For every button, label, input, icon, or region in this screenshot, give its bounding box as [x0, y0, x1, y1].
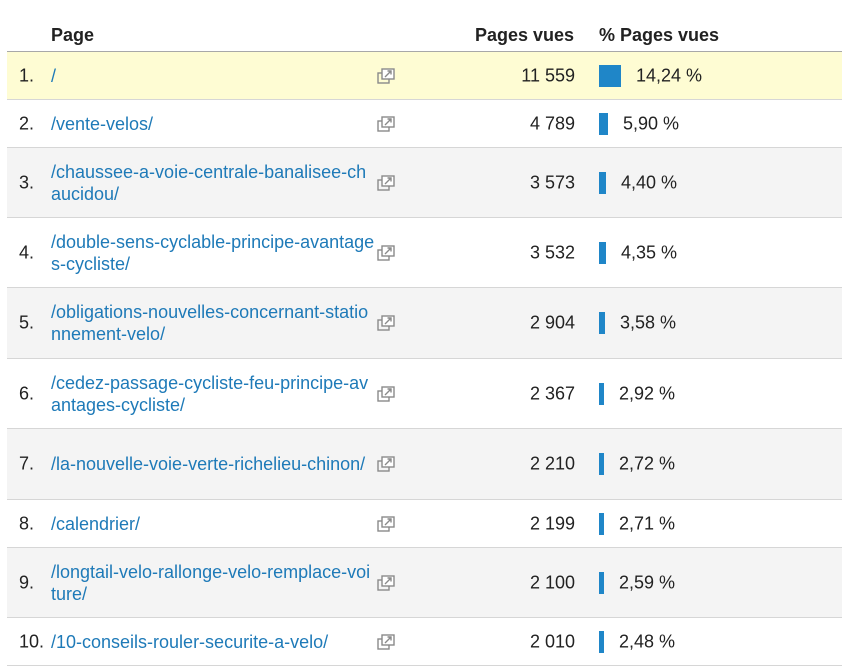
pageviews-value: 2 367	[529, 383, 575, 403]
pageviews-percent: 3,58 %	[620, 312, 677, 333]
page-link[interactable]: /longtail-velo-rallonge-velo-remplace-vo…	[51, 561, 371, 604]
column-header-pageviews[interactable]: Pages vues	[474, 25, 574, 45]
table-row: 10. /10-conseils-rouler-securite-a-velo/…	[7, 618, 842, 666]
pageviews-percent: 4,35 %	[621, 242, 678, 262]
share-bar	[599, 512, 604, 535]
table-row: 2. /vente-velos/ 4 789 5,90 %	[7, 100, 842, 148]
share-bar	[599, 312, 605, 334]
table-row: 3. /chaussee-a-voie-centrale-banalisee-c…	[7, 148, 842, 218]
pageviews-percent: 2,71 %	[619, 513, 676, 533]
table-row: 8. /calendrier/ 2 199 2,71 %	[7, 500, 842, 548]
pageviews-percent: 14,24 %	[636, 65, 703, 85]
table-row: 6. /cedez-passage-cycliste-feu-principe-…	[7, 359, 842, 429]
external-link-icon[interactable]	[377, 574, 395, 591]
external-link-icon[interactable]	[377, 244, 395, 261]
row-rank: 8.	[19, 513, 35, 533]
pageviews-percent: 4,40 %	[621, 172, 678, 192]
share-bar-track	[599, 630, 627, 653]
external-link-icon[interactable]	[377, 67, 395, 84]
table-row: 5. /obligations-nouvelles-concernant-sta…	[7, 288, 842, 359]
share-bar	[599, 64, 621, 87]
page-link[interactable]: /double-sens-cyclable-principe-avantages…	[51, 231, 375, 274]
table-row: 1. / 11 559 14,24 %	[7, 52, 842, 100]
share-bar	[599, 382, 604, 405]
row-rank: 6.	[19, 383, 35, 403]
pageviews-value: 4 789	[529, 113, 575, 133]
page-link[interactable]: /chaussee-a-voie-centrale-banalisee-chau…	[51, 161, 367, 204]
pageviews-percent: 5,90 %	[623, 113, 680, 133]
pageviews-value: 2 904	[529, 312, 575, 333]
table-row: 4. /double-sens-cyclable-principe-avanta…	[7, 218, 842, 288]
share-bar-track	[599, 512, 627, 535]
share-bar-track	[599, 241, 627, 264]
share-bar	[599, 171, 606, 194]
row-rank: 1.	[19, 65, 35, 85]
share-bar	[599, 241, 606, 264]
column-header-page[interactable]: Page	[51, 25, 95, 45]
pages-table: Page Pages vues % Pages vues 1. / 11 559…	[7, 0, 842, 666]
row-rank: 7.	[19, 453, 35, 474]
pageviews-percent: 2,59 %	[619, 572, 676, 592]
page-link[interactable]: /obligations-nouvelles-concernant-statio…	[51, 302, 369, 344]
share-bar	[599, 571, 604, 594]
external-link-icon[interactable]	[377, 115, 395, 132]
row-rank: 3.	[19, 172, 35, 192]
page-link[interactable]: /vente-velos/	[51, 113, 154, 134]
share-bar-track	[599, 112, 627, 135]
external-link-icon[interactable]	[377, 515, 395, 532]
pageviews-value: 2 100	[529, 572, 575, 592]
row-rank: 4.	[19, 242, 35, 262]
external-link-icon[interactable]	[377, 456, 395, 472]
share-bar	[599, 112, 608, 135]
share-bar-track	[599, 571, 627, 594]
pageviews-percent: 2,48 %	[619, 631, 676, 651]
page-link[interactable]: /	[51, 65, 57, 86]
pageviews-value: 11 559	[521, 65, 575, 85]
table-body: 1. / 11 559 14,24 % 2. /vente-velos/ 4 7…	[7, 52, 842, 666]
row-rank: 5.	[19, 312, 35, 333]
row-rank: 9.	[19, 572, 35, 592]
column-header-pageviews-percent[interactable]: % Pages vues	[599, 25, 720, 45]
external-link-icon[interactable]	[377, 315, 395, 331]
table-row: 9. /longtail-velo-rallonge-velo-remplace…	[7, 548, 842, 618]
share-bar-track	[599, 64, 627, 87]
page-link[interactable]: /cedez-passage-cycliste-feu-principe-ava…	[51, 372, 369, 415]
pageviews-value: 3 573	[529, 172, 575, 192]
pageviews-value: 2 210	[529, 453, 575, 474]
external-link-icon[interactable]	[377, 633, 395, 650]
page-link[interactable]: /la-nouvelle-voie-verte-richelieu-chinon…	[51, 454, 366, 474]
share-bar-track	[599, 312, 627, 334]
pageviews-percent: 2,72 %	[619, 453, 676, 474]
pageviews-value: 2 010	[529, 631, 575, 651]
page-link[interactable]: /calendrier/	[51, 513, 141, 534]
share-bar	[599, 453, 604, 475]
row-rank: 10.	[19, 631, 45, 651]
share-bar-track	[599, 171, 627, 194]
pageviews-value: 3 532	[529, 242, 575, 262]
external-link-icon[interactable]	[377, 385, 395, 402]
external-link-icon[interactable]	[377, 174, 395, 191]
share-bar	[599, 630, 604, 653]
page-link[interactable]: /10-conseils-rouler-securite-a-velo/	[51, 631, 329, 652]
row-rank: 2.	[19, 113, 35, 133]
share-bar-track	[599, 453, 627, 475]
share-bar-track	[599, 382, 627, 405]
table-header: Page Pages vues % Pages vues	[7, 0, 842, 52]
pageviews-value: 2 199	[529, 513, 575, 533]
pageviews-percent: 2,92 %	[619, 383, 676, 403]
table-row: 7. /la-nouvelle-voie-verte-richelieu-chi…	[7, 429, 842, 500]
